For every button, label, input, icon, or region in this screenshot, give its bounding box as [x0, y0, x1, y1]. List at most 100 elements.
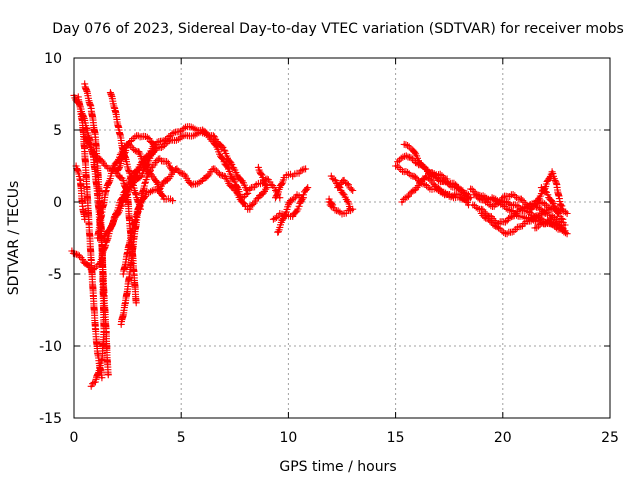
- data-point: [463, 192, 466, 195]
- data-point: [255, 183, 258, 186]
- data-point: [105, 164, 108, 168]
- data-point: [332, 206, 335, 209]
- data-point: [529, 208, 532, 211]
- data-point: [490, 196, 494, 199]
- data-point: [184, 125, 187, 129]
- data-point: [510, 193, 513, 196]
- data-point: [96, 352, 99, 355]
- data-point: [306, 186, 309, 189]
- data-point: [351, 208, 354, 211]
- data-point: [98, 200, 101, 204]
- data-point: [96, 236, 99, 240]
- data-point: [126, 251, 129, 254]
- data-point: [342, 193, 346, 196]
- data-point: [107, 373, 110, 376]
- grid-lines: [74, 58, 610, 418]
- series-trace-14: [272, 165, 310, 202]
- data-point: [257, 196, 260, 199]
- data-point: [548, 208, 552, 211]
- data-point: [74, 164, 78, 168]
- data-point: [137, 150, 140, 153]
- data-point: [212, 134, 215, 137]
- data-point: [505, 219, 509, 222]
- data-point: [559, 226, 562, 230]
- data-point: [396, 160, 399, 163]
- data-point: [555, 218, 558, 221]
- data-point: [83, 218, 86, 221]
- data-point: [231, 166, 234, 169]
- data-point: [147, 137, 151, 140]
- data-point: [471, 203, 474, 207]
- data-point: [122, 179, 125, 182]
- data-point: [338, 210, 342, 214]
- data-point: [550, 218, 554, 221]
- data-point: [100, 376, 104, 379]
- data-point: [158, 157, 161, 160]
- data-point: [102, 330, 106, 333]
- data-point: [276, 231, 279, 234]
- data-point: [295, 193, 299, 196]
- data-point: [248, 187, 251, 191]
- data-point: [117, 128, 121, 132]
- data-point: [158, 146, 161, 149]
- data-point: [270, 183, 273, 186]
- data-point: [154, 179, 157, 182]
- data-point: [565, 232, 569, 235]
- data-point: [100, 210, 104, 214]
- data-point: [186, 134, 189, 137]
- series-trace-2: [74, 93, 106, 382]
- data-point: [497, 222, 500, 225]
- data-point: [167, 161, 170, 165]
- data-point: [94, 136, 97, 139]
- data-point: [467, 203, 470, 207]
- data-point: [563, 223, 567, 227]
- x-axis-title: GPS time / hours: [279, 459, 396, 475]
- data-point: [154, 146, 157, 149]
- data-point: [523, 206, 526, 209]
- x-tick-label: 20: [494, 430, 512, 446]
- y-tick-label: -5: [48, 267, 62, 283]
- x-tick-label: 25: [601, 430, 619, 446]
- data-point: [126, 143, 129, 146]
- data-point: [81, 205, 84, 208]
- y-tick-label: -15: [39, 411, 62, 427]
- data-point: [272, 218, 275, 221]
- data-point: [102, 236, 106, 240]
- data-point: [546, 193, 549, 196]
- data-point: [135, 215, 138, 218]
- data-point: [505, 232, 509, 235]
- data-point: [70, 249, 74, 253]
- data-point: [415, 186, 419, 189]
- data-point: [542, 222, 545, 225]
- data-point: [501, 203, 504, 207]
- data-point: [96, 164, 99, 168]
- data-point: [488, 219, 492, 222]
- data-point: [111, 222, 114, 225]
- data-point: [445, 177, 449, 181]
- data-point: [565, 212, 569, 215]
- data-point: [407, 195, 410, 198]
- data-point: [291, 174, 294, 178]
- data-point: [351, 189, 354, 192]
- data-point: [484, 200, 487, 204]
- data-point: [233, 180, 236, 183]
- y-tick-label: 10: [44, 51, 62, 67]
- data-point: [94, 380, 97, 384]
- data-point: [150, 166, 153, 169]
- data-point: [135, 301, 138, 304]
- data-point: [90, 385, 93, 388]
- data-point: [559, 203, 562, 207]
- series-trace-25: [392, 162, 472, 209]
- data-point: [175, 167, 179, 171]
- data-point: [469, 187, 472, 191]
- data-point: [469, 196, 472, 199]
- axis-ticks: [73, 57, 611, 419]
- data-point: [246, 208, 249, 211]
- data-point: [282, 215, 286, 218]
- data-point: [222, 149, 226, 152]
- data-point: [493, 205, 496, 208]
- data-point: [330, 205, 333, 208]
- data-point: [274, 196, 277, 199]
- data-point: [128, 272, 131, 276]
